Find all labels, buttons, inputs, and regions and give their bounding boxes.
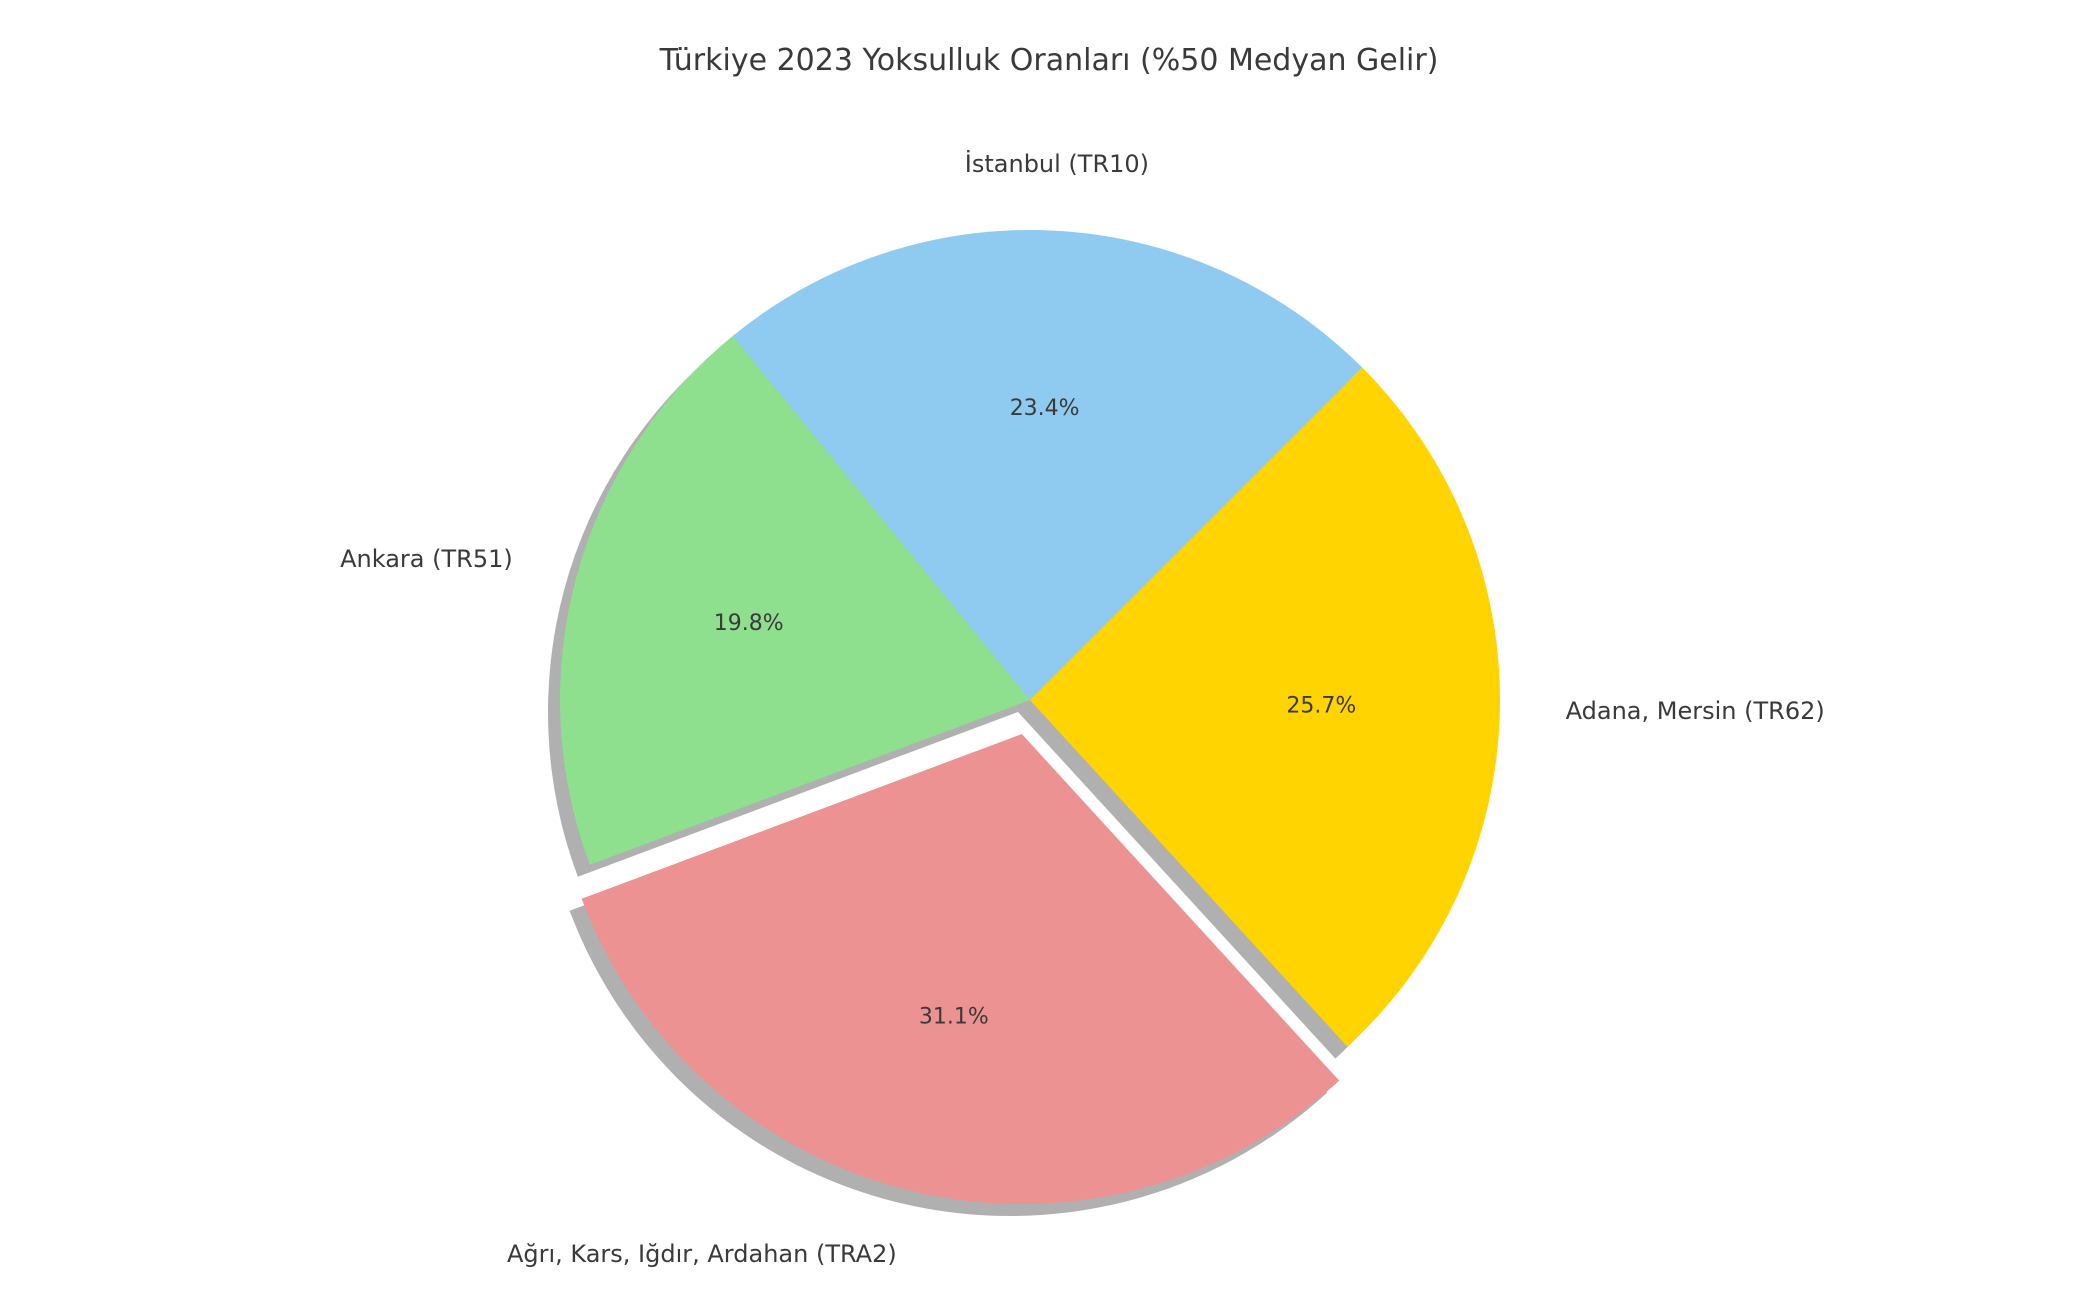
pie-pct-label: 25.7% bbox=[1286, 693, 1356, 718]
chart-container: Türkiye 2023 Yoksulluk Oranları (%50 Med… bbox=[0, 0, 2098, 1309]
pie-slice-label: Ağrı, Kars, Iğdır, Ardahan (TRA2) bbox=[507, 1240, 897, 1268]
pie-chart-svg: Türkiye 2023 Yoksulluk Oranları (%50 Med… bbox=[0, 0, 2098, 1309]
pie-slice-label: Ankara (TR51) bbox=[340, 545, 513, 573]
pie-slice-label: Adana, Mersin (TR62) bbox=[1566, 697, 1825, 725]
pie-pct-label: 31.1% bbox=[919, 1004, 989, 1029]
pie-pct-label: 23.4% bbox=[1010, 396, 1080, 421]
pie-slice-label: İstanbul (TR10) bbox=[965, 149, 1149, 178]
pie-pct-label: 19.8% bbox=[714, 611, 784, 636]
chart-title: Türkiye 2023 Yoksulluk Oranları (%50 Med… bbox=[659, 43, 1439, 78]
